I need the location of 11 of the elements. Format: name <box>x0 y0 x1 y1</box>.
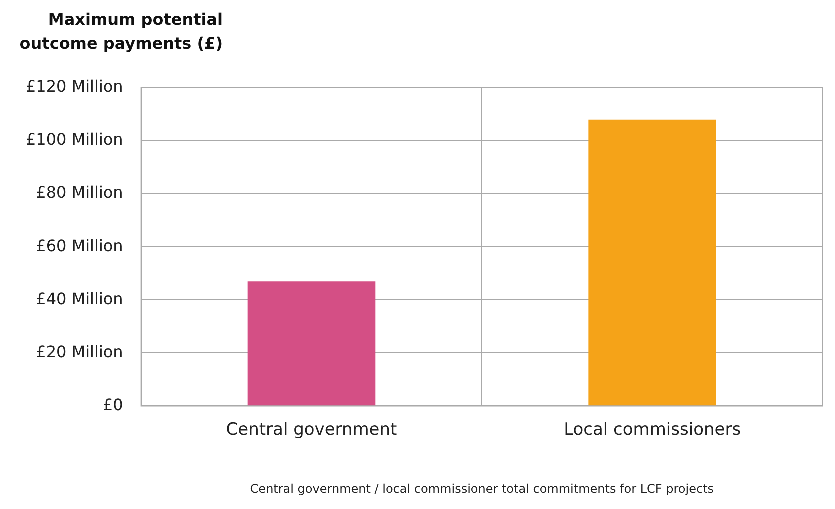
y-tick-label: £40 Million <box>36 289 124 308</box>
y-tick-label: £60 Million <box>36 236 124 256</box>
y-axis-title: Maximum potential outcome payments (£) <box>18 9 223 55</box>
y-tick-label: £80 Million <box>36 183 124 202</box>
y-tick-label: £0 <box>102 395 124 414</box>
y-tick-label: £20 Million <box>36 342 124 362</box>
y-tick-label: £100 Million <box>26 130 124 150</box>
x-tick-label: Central government <box>226 420 398 440</box>
x-tick-label: Local commissioners <box>564 420 742 440</box>
x-axis-title: Central government / local commissioner total commitments for LCF projects <box>250 482 714 496</box>
y-tick-label: £120 Million <box>26 77 124 96</box>
